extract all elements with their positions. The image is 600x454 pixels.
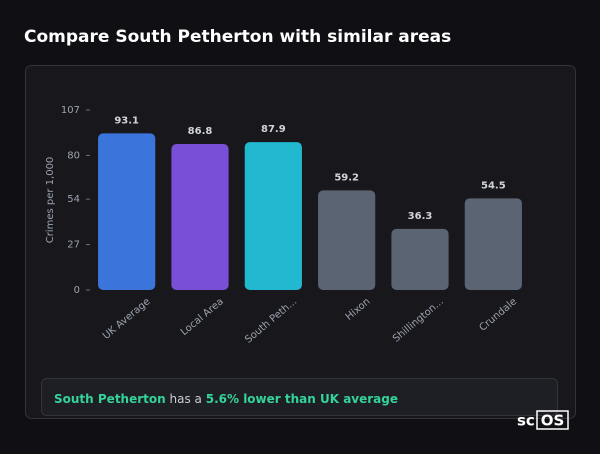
summary-box bbox=[41, 378, 558, 416]
summary-highlight: 5.6% lower than UK average bbox=[206, 392, 398, 406]
value-label: 59.2 bbox=[334, 172, 359, 183]
bar bbox=[244, 142, 302, 290]
y-tick-label: 27 bbox=[67, 240, 80, 251]
y-axis-label: Crimes per 1,000 bbox=[45, 157, 56, 244]
y-tick-label: 80 bbox=[67, 150, 80, 161]
bar bbox=[171, 143, 229, 290]
chart-title: Compare South Petherton with similar are… bbox=[24, 27, 451, 47]
value-label: 86.8 bbox=[188, 126, 213, 137]
value-label: 87.9 bbox=[261, 124, 286, 135]
logo-box bbox=[536, 410, 569, 430]
y-tick-label: 0 bbox=[74, 285, 80, 296]
bar bbox=[391, 228, 449, 290]
bar bbox=[98, 133, 156, 290]
y-tick-label: 107 bbox=[61, 105, 80, 116]
value-label: 54.5 bbox=[481, 180, 506, 191]
logo-right: OS bbox=[541, 412, 565, 430]
y-tick-label: 54 bbox=[67, 194, 80, 205]
summary-middle: has a bbox=[170, 392, 202, 406]
logo-left: sc bbox=[517, 412, 535, 430]
summary-text: South Petherton has a 5.6% lower than UK… bbox=[54, 392, 398, 406]
bar bbox=[318, 190, 376, 290]
value-label: 93.1 bbox=[114, 115, 139, 126]
value-label: 36.3 bbox=[408, 211, 433, 222]
summary-place: South Petherton bbox=[54, 392, 166, 406]
bar bbox=[464, 198, 522, 290]
